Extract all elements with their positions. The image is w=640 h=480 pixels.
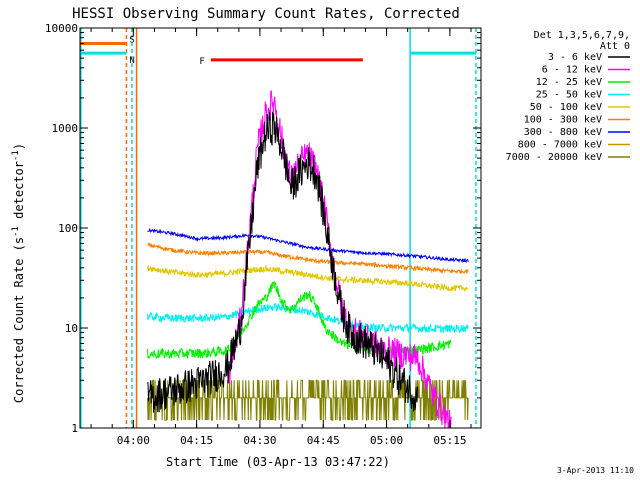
y-axis-label: Corrected Count Rate (s-1 detector-1) — [11, 143, 26, 403]
legend-label-3: 25 - 50 keV — [536, 90, 602, 101]
legend-label-0: 3 - 6 keV — [548, 52, 602, 63]
y-axis-label-main: Corrected Count Rate (s — [12, 237, 26, 403]
x-tick-label-1: 04:15 — [180, 434, 213, 447]
legend-header-0: Det 1,3,5,6,7,9, — [534, 30, 630, 41]
plot-frame — [79, 27, 482, 429]
y-tick-label-1: 10 — [65, 322, 78, 335]
x-tick-label-2: 04:30 — [243, 434, 276, 447]
x-tick-label-3: 04:45 — [307, 434, 340, 447]
legend-label-2: 12 - 25 keV — [536, 77, 602, 88]
x-tick-label-5: 05:15 — [433, 434, 466, 447]
y-tick-label-0: 1 — [71, 422, 78, 435]
legend-label-5: 100 - 300 keV — [524, 115, 602, 126]
y-axis-label-mid: detector — [12, 161, 26, 226]
flag-label-F: F — [199, 57, 204, 67]
legend-label-7: 800 - 7000 keV — [518, 140, 602, 151]
flag-label-S: S — [129, 35, 134, 45]
series-line-0 — [147, 111, 418, 413]
chart-title: HESSI Observing Summary Count Rates, Cor… — [72, 6, 460, 22]
legend: Det 1,3,5,6,7,9,Att 03 - 6 keV 6 - 12 keV… — [506, 30, 630, 163]
series-line-4 — [147, 264, 469, 292]
series-line-3 — [147, 302, 469, 334]
legend-header-1: Att 0 — [600, 41, 630, 52]
y-tick-label-4: 10000 — [45, 22, 78, 35]
axis-ticks: 1 10 100 1000 10000 04:00 04:15 04:30 04:45 05:00… — [45, 22, 481, 447]
flag-label-N: N — [129, 56, 134, 66]
chart-marks: S N F — [80, 28, 477, 429]
y-axis-label-sup: -1 — [11, 226, 21, 237]
y-tick-label-2: 100 — [58, 222, 78, 235]
series-line-8 — [147, 379, 469, 421]
legend-label-1: 6 - 12 keV — [542, 65, 602, 76]
series-line-5 — [147, 242, 469, 275]
x-tick-label-0: 04:00 — [117, 434, 150, 447]
x-tick-label-4: 05:00 — [370, 434, 403, 447]
y-tick-label-3: 1000 — [52, 122, 79, 135]
series-line-1 — [227, 90, 452, 429]
x-axis-label: Start Time (03-Apr-13 03:47:22) — [166, 455, 390, 469]
legend-label-4: 50 - 100 keV — [530, 102, 602, 113]
y-axis-label-sup2: -1 — [11, 150, 21, 161]
legend-label-6: 300 - 800 keV — [524, 127, 602, 138]
series-line-6 — [147, 227, 469, 264]
date-stamp: 3-Apr-2013 11:10 — [557, 466, 634, 475]
y-axis-label-end: ) — [12, 143, 26, 150]
legend-label-8: 7000 - 20000 keV — [506, 152, 602, 163]
